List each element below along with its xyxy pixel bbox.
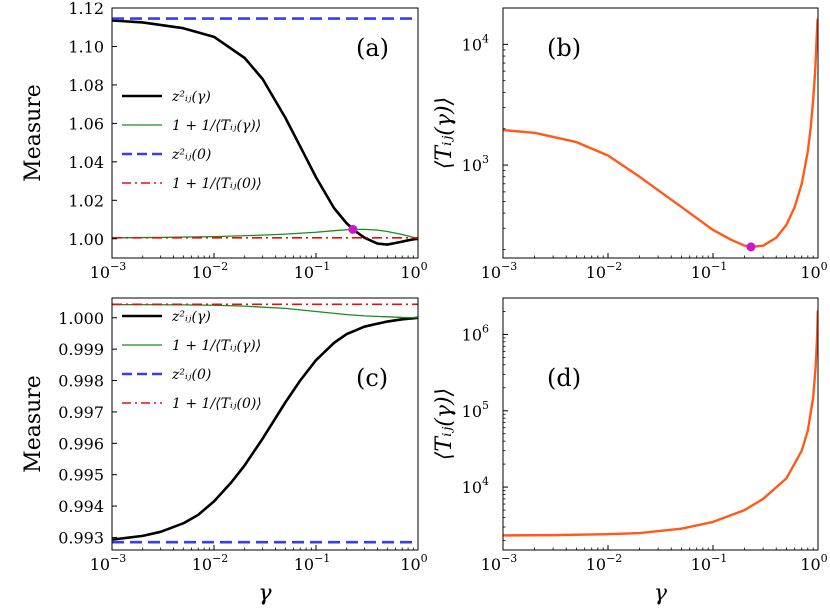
series-line bbox=[503, 310, 818, 537]
y-tick-label: 0.997 bbox=[58, 403, 104, 422]
x-tick-label: 10−1 bbox=[691, 552, 728, 574]
x-tick-label: 10−3 bbox=[481, 260, 518, 282]
panel-label: (a) bbox=[356, 34, 389, 62]
panel-d: 10−3 10−2 10−1 100 104 105 106 (d) γ ⟨Tᵢⱼ(γ)⟩ bbox=[432, 297, 828, 606]
x-tick-label: 10−2 bbox=[586, 260, 623, 282]
series-line bbox=[112, 316, 418, 541]
x-tick-label: 10−2 bbox=[192, 552, 229, 574]
y-tick-label: 0.994 bbox=[58, 497, 104, 516]
legend-label: z²ᵢⱼ(γ) bbox=[171, 309, 211, 325]
axes-frame bbox=[111, 7, 419, 259]
x-axis-label: γ bbox=[258, 581, 272, 606]
y-tick-label: 1.10 bbox=[68, 37, 104, 56]
y-tick-label: 1.06 bbox=[68, 114, 104, 133]
y-tick-label: 1.000 bbox=[58, 309, 104, 328]
axes-frame bbox=[502, 7, 819, 259]
x-tick-label: 10−1 bbox=[294, 552, 331, 574]
axes-frame bbox=[111, 297, 419, 551]
legend-label: 1 + 1/⟨Tᵢⱼ(0)⟩ bbox=[172, 176, 262, 192]
highlight-marker bbox=[348, 224, 358, 234]
y-tick-label: 0.995 bbox=[58, 466, 104, 485]
y-tick-label: 1.02 bbox=[68, 191, 104, 210]
highlight-marker bbox=[746, 242, 756, 252]
x-tick-label: 100 bbox=[400, 552, 427, 574]
y-tick-label: 104 bbox=[462, 32, 489, 54]
x-tick-label: 10−2 bbox=[192, 260, 229, 282]
legend-label: 1 + 1/⟨Tᵢⱼ(γ)⟩ bbox=[172, 118, 261, 134]
y-tick-label: 1.12 bbox=[68, 0, 104, 18]
panel-label: (b) bbox=[547, 34, 581, 62]
axes-frame bbox=[502, 297, 819, 551]
y-axis-label: ⟨Tᵢⱼ(γ)⟩ bbox=[432, 97, 457, 169]
panel-b: 10−3 10−2 10−1 100 103 104 (b) ⟨Tᵢⱼ(γ)⟩ bbox=[432, 7, 828, 282]
x-tick-label: 10−3 bbox=[90, 552, 127, 574]
series-line bbox=[112, 228, 418, 240]
x-tick-label: 10−3 bbox=[90, 260, 127, 282]
series-line bbox=[112, 303, 418, 319]
legend-label: z²ᵢⱼ(0) bbox=[171, 147, 211, 163]
y-axis-label: Measure bbox=[21, 84, 46, 182]
y-tick-label: 0.993 bbox=[58, 528, 104, 547]
legend-label: 1 + 1/⟨Tᵢⱼ(0)⟩ bbox=[172, 396, 262, 412]
y-tick-label: 1.00 bbox=[68, 230, 104, 249]
panel-c: 10−3 10−2 10−1 100 0.993 0.994 0.995 0.996 0.997… bbox=[21, 297, 428, 606]
x-axis-label: γ bbox=[654, 581, 668, 606]
series-line bbox=[112, 19, 418, 246]
y-axis-label: Measure bbox=[21, 375, 46, 473]
x-tick-label: 100 bbox=[800, 260, 827, 282]
y-tick-label: 105 bbox=[462, 399, 489, 421]
y-tick-label: 1.08 bbox=[68, 76, 104, 95]
x-tick-label: 10−2 bbox=[586, 552, 623, 574]
x-tick-label: 100 bbox=[800, 552, 827, 574]
y-tick-label: 0.998 bbox=[58, 372, 104, 391]
x-tick-label: 100 bbox=[400, 260, 427, 282]
x-tick-label: 10−1 bbox=[294, 260, 331, 282]
legend-label: z²ᵢⱼ(0) bbox=[171, 367, 211, 383]
y-tick-label: 0.996 bbox=[58, 434, 104, 453]
legend-label: 1 + 1/⟨Tᵢⱼ(γ)⟩ bbox=[172, 338, 261, 354]
series-line bbox=[503, 18, 818, 249]
y-tick-label: 106 bbox=[462, 322, 489, 344]
y-tick-label: 1.04 bbox=[68, 153, 104, 172]
y-axis-label: ⟨Tᵢⱼ(γ)⟩ bbox=[432, 388, 457, 460]
x-axis-label: γ bbox=[258, 581, 272, 606]
y-tick-label: 104 bbox=[462, 475, 489, 497]
x-tick-label: 10−3 bbox=[481, 552, 518, 574]
y-tick-label: 103 bbox=[462, 153, 489, 175]
panel-label: (d) bbox=[547, 364, 581, 392]
x-tick-label: 10−1 bbox=[691, 260, 728, 282]
panel-label: (c) bbox=[356, 364, 388, 392]
y-tick-label: 0.999 bbox=[58, 340, 104, 359]
legend-label: z²ᵢⱼ(γ) bbox=[171, 89, 211, 105]
panel-a: 10−3 10−2 10−1 100 1.00 1.02 1.04 1.06 1.08 1.10 1… bbox=[21, 0, 428, 606]
